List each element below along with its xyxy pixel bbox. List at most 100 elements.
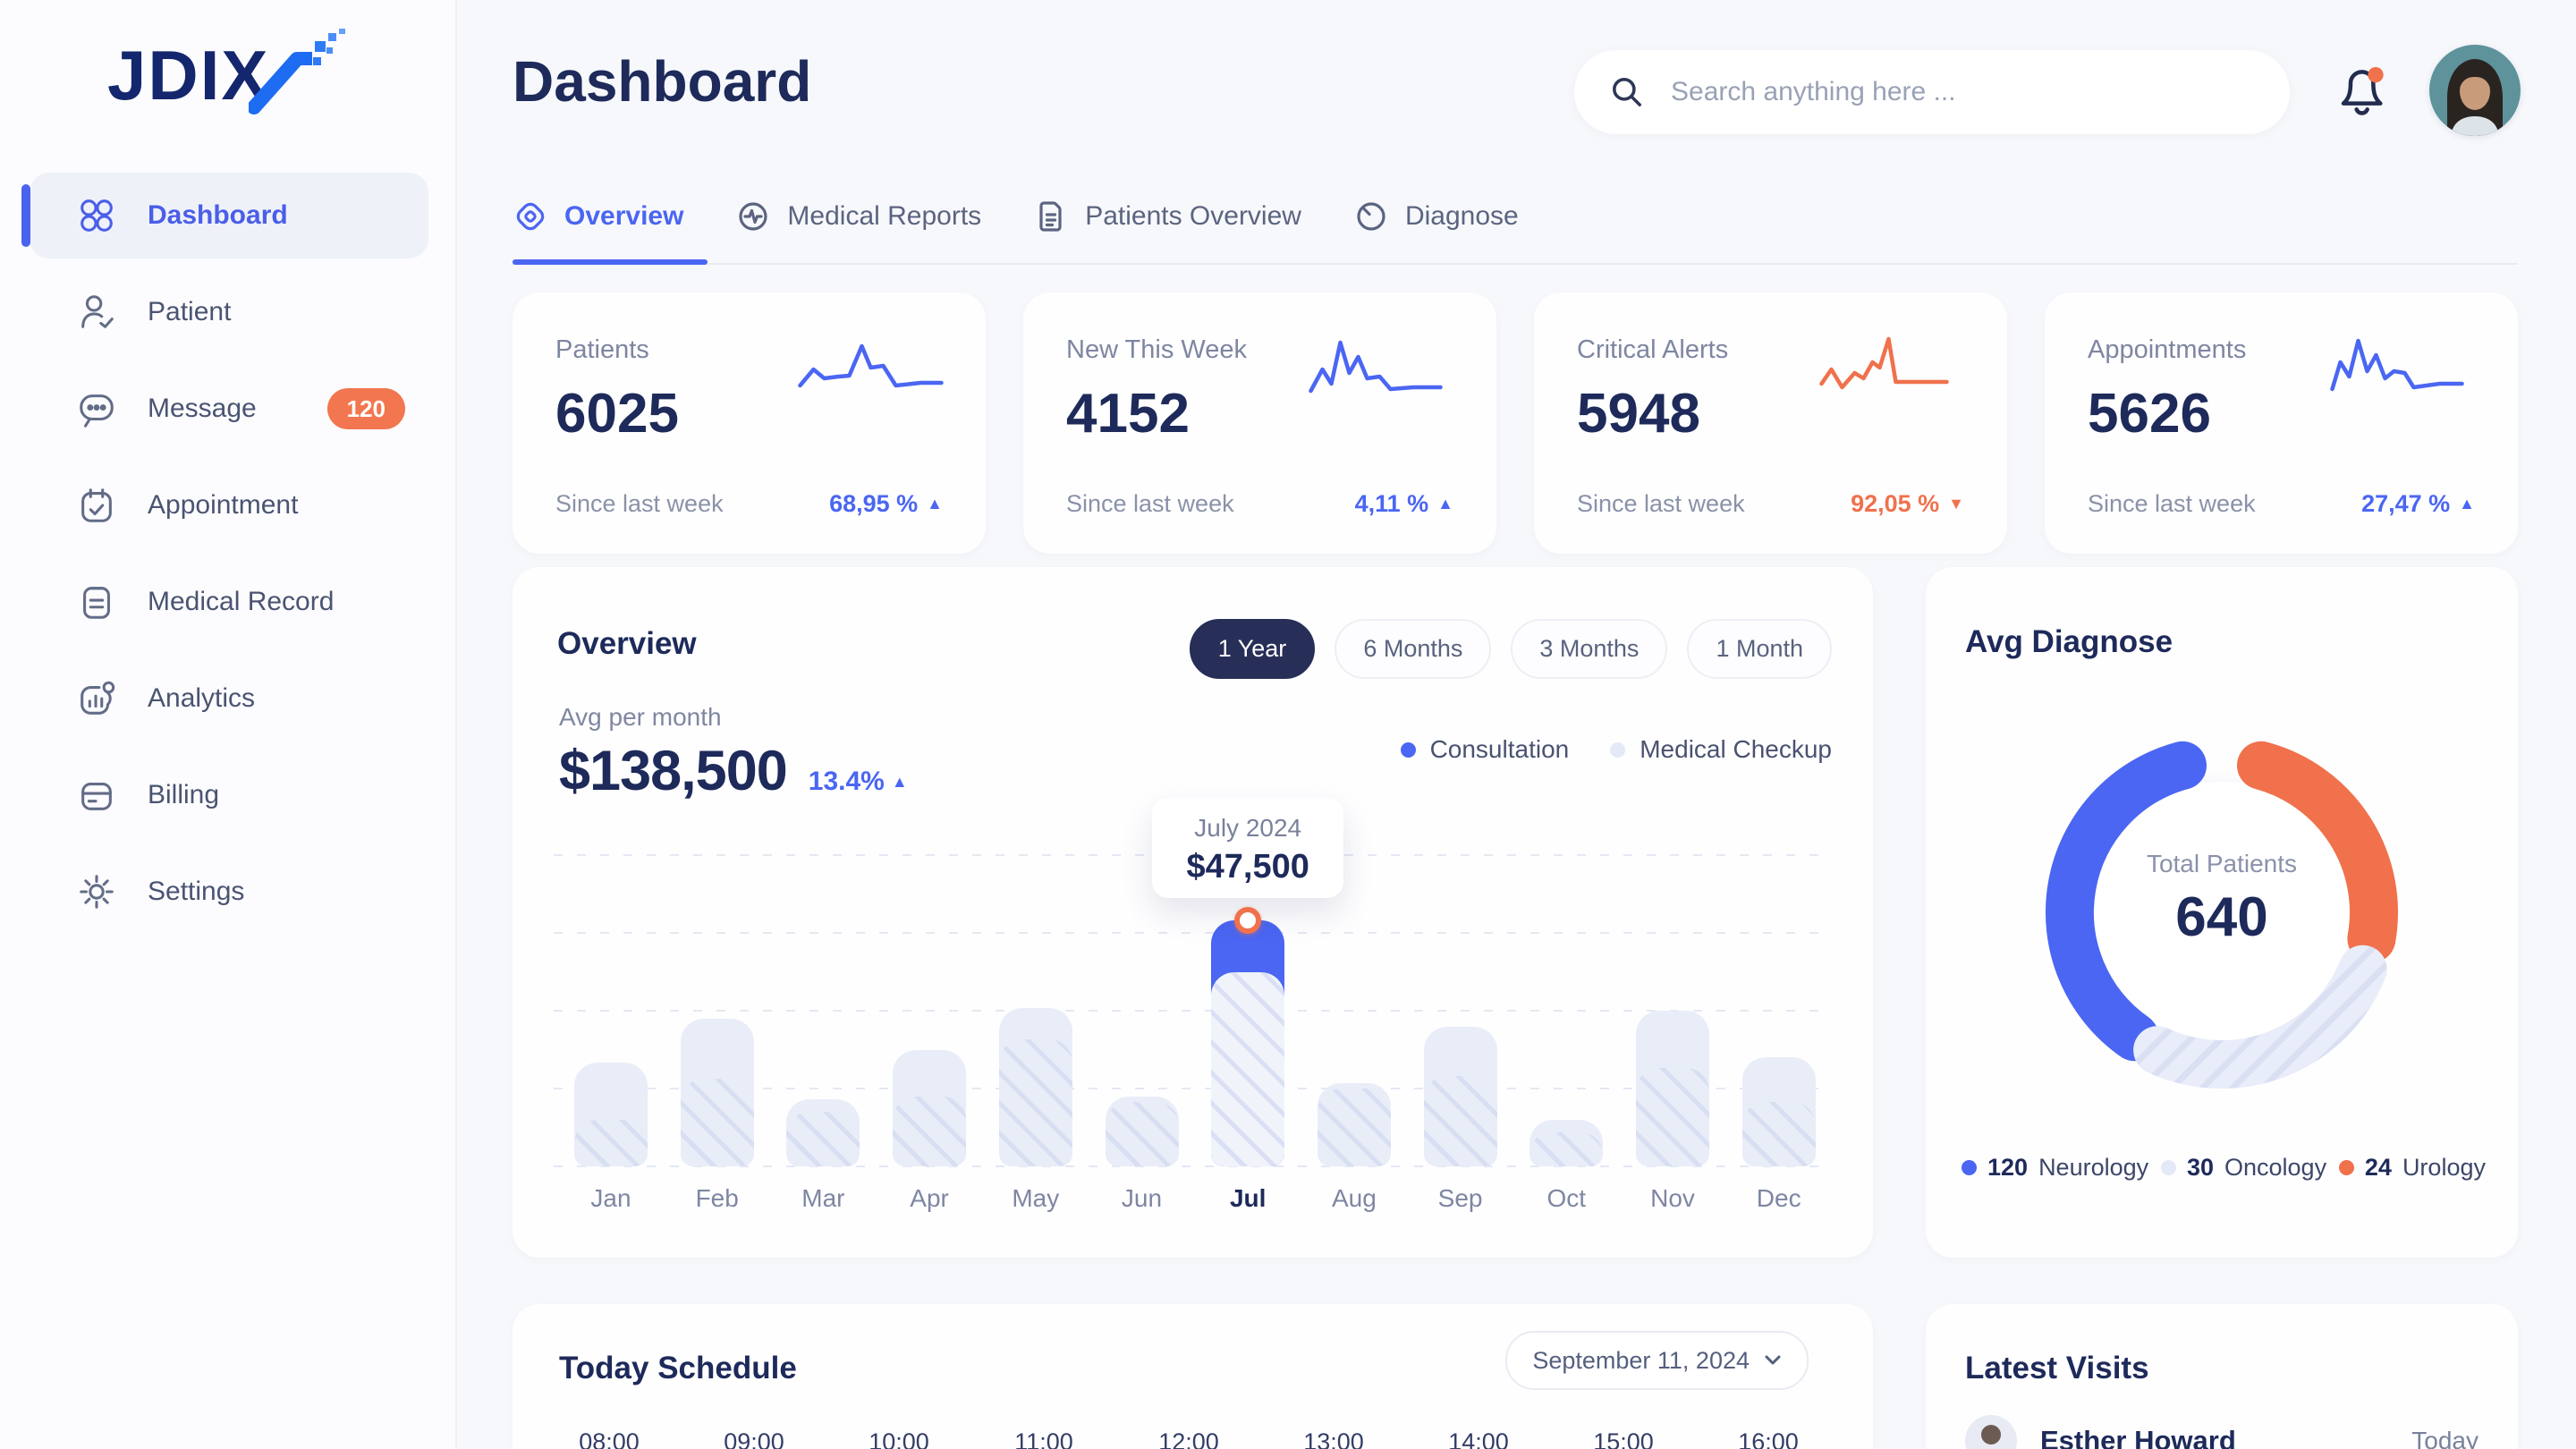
search-input[interactable]: [1669, 76, 2256, 108]
range-3-months[interactable]: 3 Months: [1511, 619, 1668, 679]
sidebar-item-settings[interactable]: Settings: [30, 849, 428, 935]
gridline: [554, 1165, 1833, 1167]
bar-apr[interactable]: [893, 1050, 967, 1166]
bar-feb[interactable]: [680, 1019, 754, 1166]
month-label-apr: Apr: [910, 1184, 949, 1212]
tabs-divider: [513, 263, 2518, 265]
bar-jul[interactable]: [1211, 920, 1285, 1166]
oncology-arc: [2133, 945, 2387, 1089]
month-label-mar: Mar: [801, 1184, 845, 1212]
time-label-0800: 08:00: [579, 1428, 640, 1449]
sidebar-item-label: Billing: [148, 780, 220, 809]
bell-icon: [2341, 67, 2384, 115]
stat-percent: 4,11 %: [1355, 490, 1453, 518]
patient-icon: [81, 295, 114, 328]
time-label-0900: 09:00: [724, 1428, 784, 1449]
billing-icon: [81, 783, 112, 810]
stat-subtext: Since last week: [1066, 490, 1234, 517]
bar-may[interactable]: [998, 1008, 1072, 1166]
sidebar-item-appointment[interactable]: Appointment: [30, 462, 428, 548]
bar-chart-plot: Jan Feb Mar Apr May Jun Jul Aug Sep Oct Nov Dec: [513, 567, 1873, 1258]
appointments-sparkline: [2330, 338, 2464, 392]
bar-hatch-jul: [1211, 972, 1285, 1166]
patients-overview-tab-icon: [1039, 201, 1062, 232]
legend-medical-checkup: Medical Checkup: [1610, 735, 1832, 764]
stat-value: 5626: [2088, 383, 2211, 445]
consultation-dot: [1400, 741, 1416, 758]
tab-label: Patients Overview: [1085, 201, 1301, 231]
sidebar-item-billing[interactable]: Billing: [30, 752, 428, 838]
stat-label: Critical Alerts: [1577, 335, 1729, 364]
search-bar: [1574, 50, 2290, 134]
critical-alerts-sparkline: [1819, 336, 1949, 390]
bar-oct[interactable]: [1530, 1120, 1604, 1166]
stat-value: 6025: [555, 383, 679, 445]
month-label-aug: Aug: [1331, 1184, 1377, 1212]
sidebar-item-dashboard[interactable]: Dashboard: [21, 173, 428, 258]
month-label-dec: Dec: [1756, 1184, 1801, 1212]
sidebar-item-label: Patient: [148, 297, 232, 326]
bar-hatch-nov: [1636, 1068, 1709, 1166]
sidebar: JDIX Dashboard Patient Mes: [0, 0, 457, 1449]
user-avatar-image: [2429, 45, 2521, 136]
month-label-jan: Jan: [590, 1184, 631, 1212]
stat-value: 4152: [1066, 383, 1190, 445]
latest-visits-title: Latest Visits: [1965, 1351, 2149, 1385]
tooltip-title: July 2024: [1194, 814, 1302, 842]
neurology-dot: [1962, 1160, 1977, 1175]
month-label-jul: Jul: [1229, 1184, 1267, 1212]
stat-subtext: Since last week: [555, 490, 724, 517]
visit-row[interactable]: Esther Howard Today: [1965, 1415, 2479, 1449]
month-label-jun: Jun: [1121, 1184, 1163, 1212]
month-label-oct: Oct: [1546, 1184, 1587, 1212]
time-label-1000: 10:00: [869, 1428, 929, 1449]
sidebar-item-patient[interactable]: Patient: [30, 269, 428, 355]
diagnose-donut-chart: [2045, 741, 2398, 1089]
bar-mar[interactable]: [786, 1099, 860, 1166]
legend-urology: 24 Urology: [2338, 1154, 2486, 1182]
diagnose-legend: 120 Neurology 30 Oncology 24 Urology: [1962, 1154, 2486, 1182]
today-schedule-title: Today Schedule: [559, 1351, 797, 1385]
tab-bar: Overview Medical Reports Patients Overvi…: [513, 199, 1519, 265]
bar-jan[interactable]: [574, 1063, 648, 1166]
stat-percent: 92,05 %: [1851, 490, 1964, 518]
overview-title: Overview: [557, 626, 697, 661]
latest-visits-card: Latest Visits Esther Howard Today: [1926, 1304, 2518, 1449]
tab-patients-overview[interactable]: Patients Overview: [1033, 199, 1301, 265]
message-count-badge: 120: [326, 388, 405, 429]
sidebar-item-message[interactable]: Message 120: [30, 366, 428, 452]
avg-diagnose-title: Avg Diagnose: [1965, 624, 2174, 659]
stat-card-new-this-week: New This Week 4152 Since last week 4,11 …: [1023, 292, 1496, 554]
range-6-months[interactable]: 6 Months: [1335, 619, 1492, 679]
bar-aug[interactable]: [1317, 1083, 1391, 1166]
dashboard-icon: [80, 199, 113, 232]
bar-hatch-apr: [893, 1097, 967, 1166]
visit-time: Today: [2411, 1427, 2479, 1449]
range-toggle: 1 Year 6 Months 3 Months 1 Month: [1189, 619, 1832, 679]
schedule-date-picker[interactable]: September 11, 2024: [1505, 1331, 1809, 1390]
oncology-dot: [2160, 1160, 2176, 1175]
range-1-month[interactable]: 1 Month: [1687, 619, 1832, 679]
stat-card-appointments: Appointments 5626 Since last week 27,47 …: [2045, 292, 2518, 554]
bar-jun[interactable]: [1105, 1097, 1179, 1166]
tab-overview[interactable]: Overview: [513, 199, 683, 265]
tab-diagnose[interactable]: Diagnose: [1353, 199, 1519, 265]
total-patients-value: 640: [2175, 886, 2268, 948]
notification-bell-button[interactable]: [2333, 59, 2390, 122]
tab-label: Medical Reports: [787, 201, 982, 231]
tab-medical-reports[interactable]: Medical Reports: [735, 199, 981, 265]
bar-sep[interactable]: [1423, 1027, 1497, 1166]
bar-dec[interactable]: [1741, 1057, 1816, 1166]
message-icon: [80, 394, 114, 428]
sidebar-item-medical-record[interactable]: Medical Record: [30, 559, 428, 645]
sidebar-nav: Dashboard Patient Message 120 Appointmen…: [21, 173, 428, 945]
bar-hatch-aug: [1317, 1089, 1391, 1166]
user-avatar[interactable]: [2429, 45, 2521, 136]
range-1-year[interactable]: 1 Year: [1189, 619, 1316, 679]
bar-hatch-dec: [1741, 1102, 1816, 1166]
new-this-week-sparkline: [1309, 340, 1443, 394]
sidebar-item-analytics[interactable]: Analytics: [30, 656, 428, 741]
bar-nov[interactable]: [1636, 1011, 1709, 1166]
medical-checkup-dot: [1610, 741, 1626, 758]
